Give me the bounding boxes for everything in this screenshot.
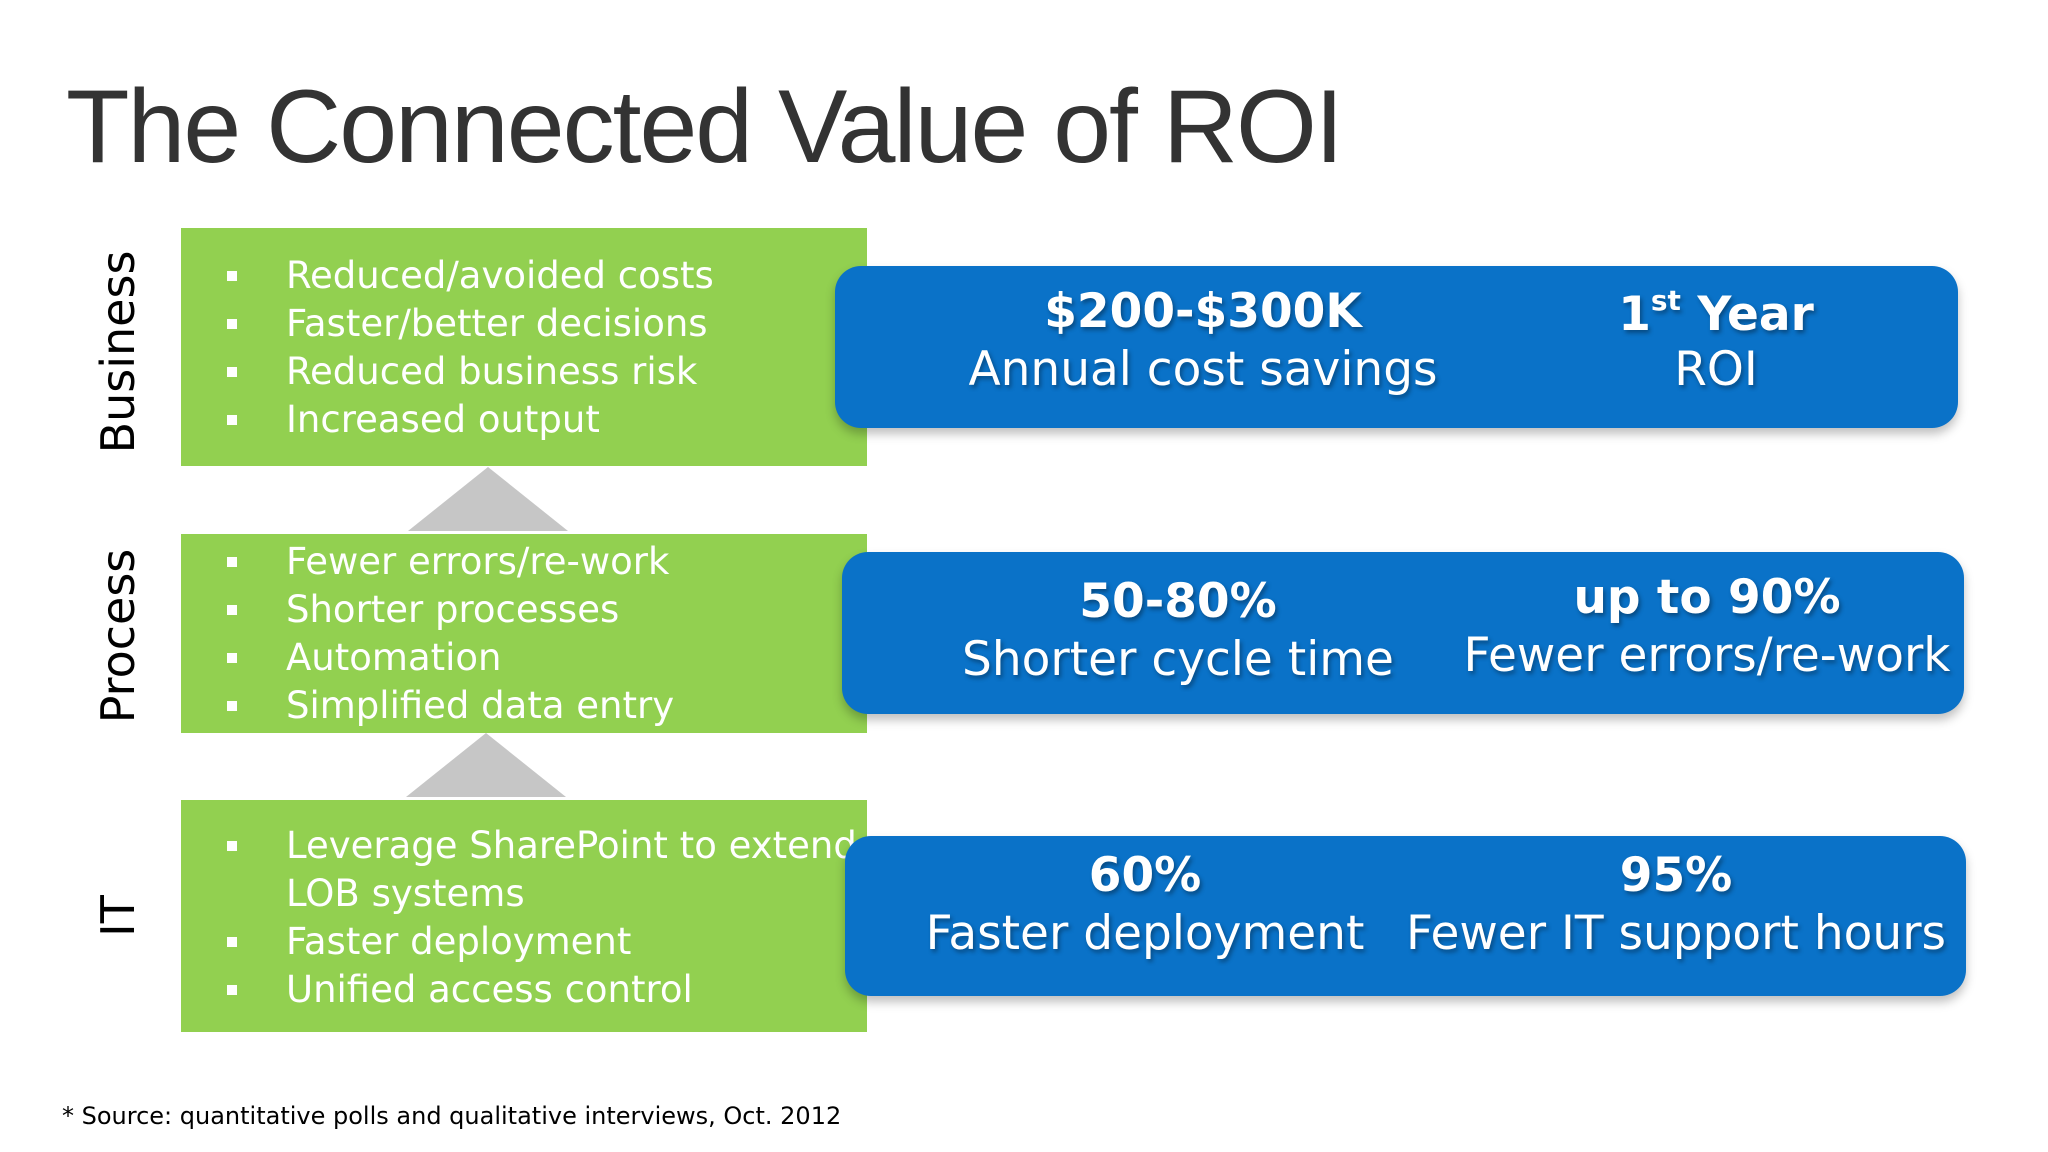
process-metrics-box: 50-80% Shorter cycle time up to 90% Fewe… [842, 552, 1964, 714]
it-benefits-box: Leverage SharePoint to extend LOB system… [181, 800, 867, 1032]
bullet-marker [227, 367, 237, 377]
bullet-marker [227, 653, 237, 663]
bullet-item: Increased output [181, 396, 867, 444]
bullet-item: Simplified data entry [181, 682, 867, 730]
bullet-item: Shorter processes [181, 586, 867, 634]
process-benefits-box: Fewer errors/re-work Shorter processes A… [181, 534, 867, 733]
metric-label: Fewer errors/re-work [1463, 628, 1951, 683]
bullet-marker [227, 985, 237, 995]
bullet-item: Reduced/avoided costs [181, 252, 867, 300]
up-arrow-process-to-business [408, 467, 568, 531]
bullet-item-continuation: LOB systems [286, 872, 525, 915]
bullet-item: Faster/better decisions [181, 300, 867, 348]
it-bullet-list: Leverage SharePoint to extend LOB system… [181, 822, 867, 1014]
business-metrics-box: $200-$300K Annual cost savings 1st Year … [835, 266, 1958, 428]
metric-value: 95% [1619, 848, 1733, 903]
metric-value: 50-80% [1079, 574, 1277, 629]
row-label-process: Process [91, 548, 145, 724]
metric-label: Fewer IT support hours [1405, 906, 1947, 961]
metric-label: Shorter cycle time [962, 632, 1394, 687]
bullet-marker [227, 415, 237, 425]
bullet-item: Unified access control [181, 966, 867, 1014]
bullet-item: Fewer errors/re-work [181, 538, 867, 586]
bullet-item: Automation [181, 634, 867, 682]
metric-value: 60% [1088, 848, 1202, 903]
slide-title: The Connected Value of ROI [66, 69, 1344, 185]
row-label-it: IT [91, 895, 145, 937]
bullet-marker [227, 841, 237, 851]
bullet-item: Reduced business risk [181, 348, 867, 396]
metric-value: $200-$300K [1044, 284, 1362, 339]
metric-value: 1st Year [1618, 284, 1814, 342]
row-label-business: Business [91, 250, 145, 454]
bullet-item: Leverage SharePoint to extend [181, 822, 867, 870]
bullet-marker [227, 557, 237, 567]
metric-label: Annual cost savings [968, 342, 1438, 397]
metric-label: ROI [1674, 342, 1758, 397]
bullet-marker [227, 701, 237, 711]
bullet-marker [227, 319, 237, 329]
source-footnote: * Source: quantitative polls and qualita… [62, 1102, 842, 1130]
bullet-item: Faster deployment [181, 918, 867, 966]
it-metrics-box: 60% Faster deployment 95% Fewer IT suppo… [845, 836, 1966, 996]
process-bullet-list: Fewer errors/re-work Shorter processes A… [181, 538, 867, 730]
business-bullet-list: Reduced/avoided costs Faster/better deci… [181, 252, 867, 444]
bullet-marker [227, 937, 237, 947]
business-benefits-box: Reduced/avoided costs Faster/better deci… [181, 228, 867, 466]
metric-value: up to 90% [1573, 570, 1841, 625]
bullet-marker [227, 605, 237, 615]
bullet-marker [227, 271, 237, 281]
metric-label: Faster deployment [925, 906, 1365, 961]
up-arrow-it-to-process [406, 733, 566, 797]
